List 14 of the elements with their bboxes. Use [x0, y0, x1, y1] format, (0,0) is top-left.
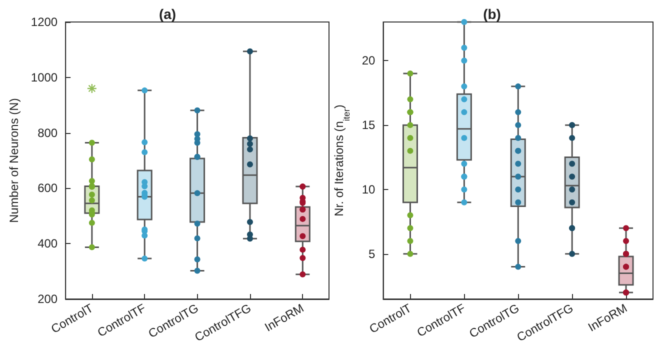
- chart-title: (a): [158, 6, 176, 22]
- y-tick-label: 20: [362, 54, 376, 68]
- y-tick-label: 400: [38, 236, 58, 251]
- y-tick-label: 200: [38, 292, 58, 306]
- y-tick-label: 10: [362, 182, 376, 196]
- y-tick-label: 1200: [30, 15, 58, 29]
- chart-title: (b): [483, 6, 501, 22]
- y-tick-label: 600: [38, 181, 58, 196]
- y-tick-label: 5: [368, 246, 376, 261]
- y-tick-label: 15: [362, 118, 376, 132]
- y-axis-title: Nr. of Iterations (niter): [332, 104, 352, 216]
- y-axis-title: Number of Neurons (N): [7, 98, 21, 223]
- y-tick-label: 800: [38, 126, 58, 140]
- y-tick-label: 1000: [30, 70, 58, 84]
